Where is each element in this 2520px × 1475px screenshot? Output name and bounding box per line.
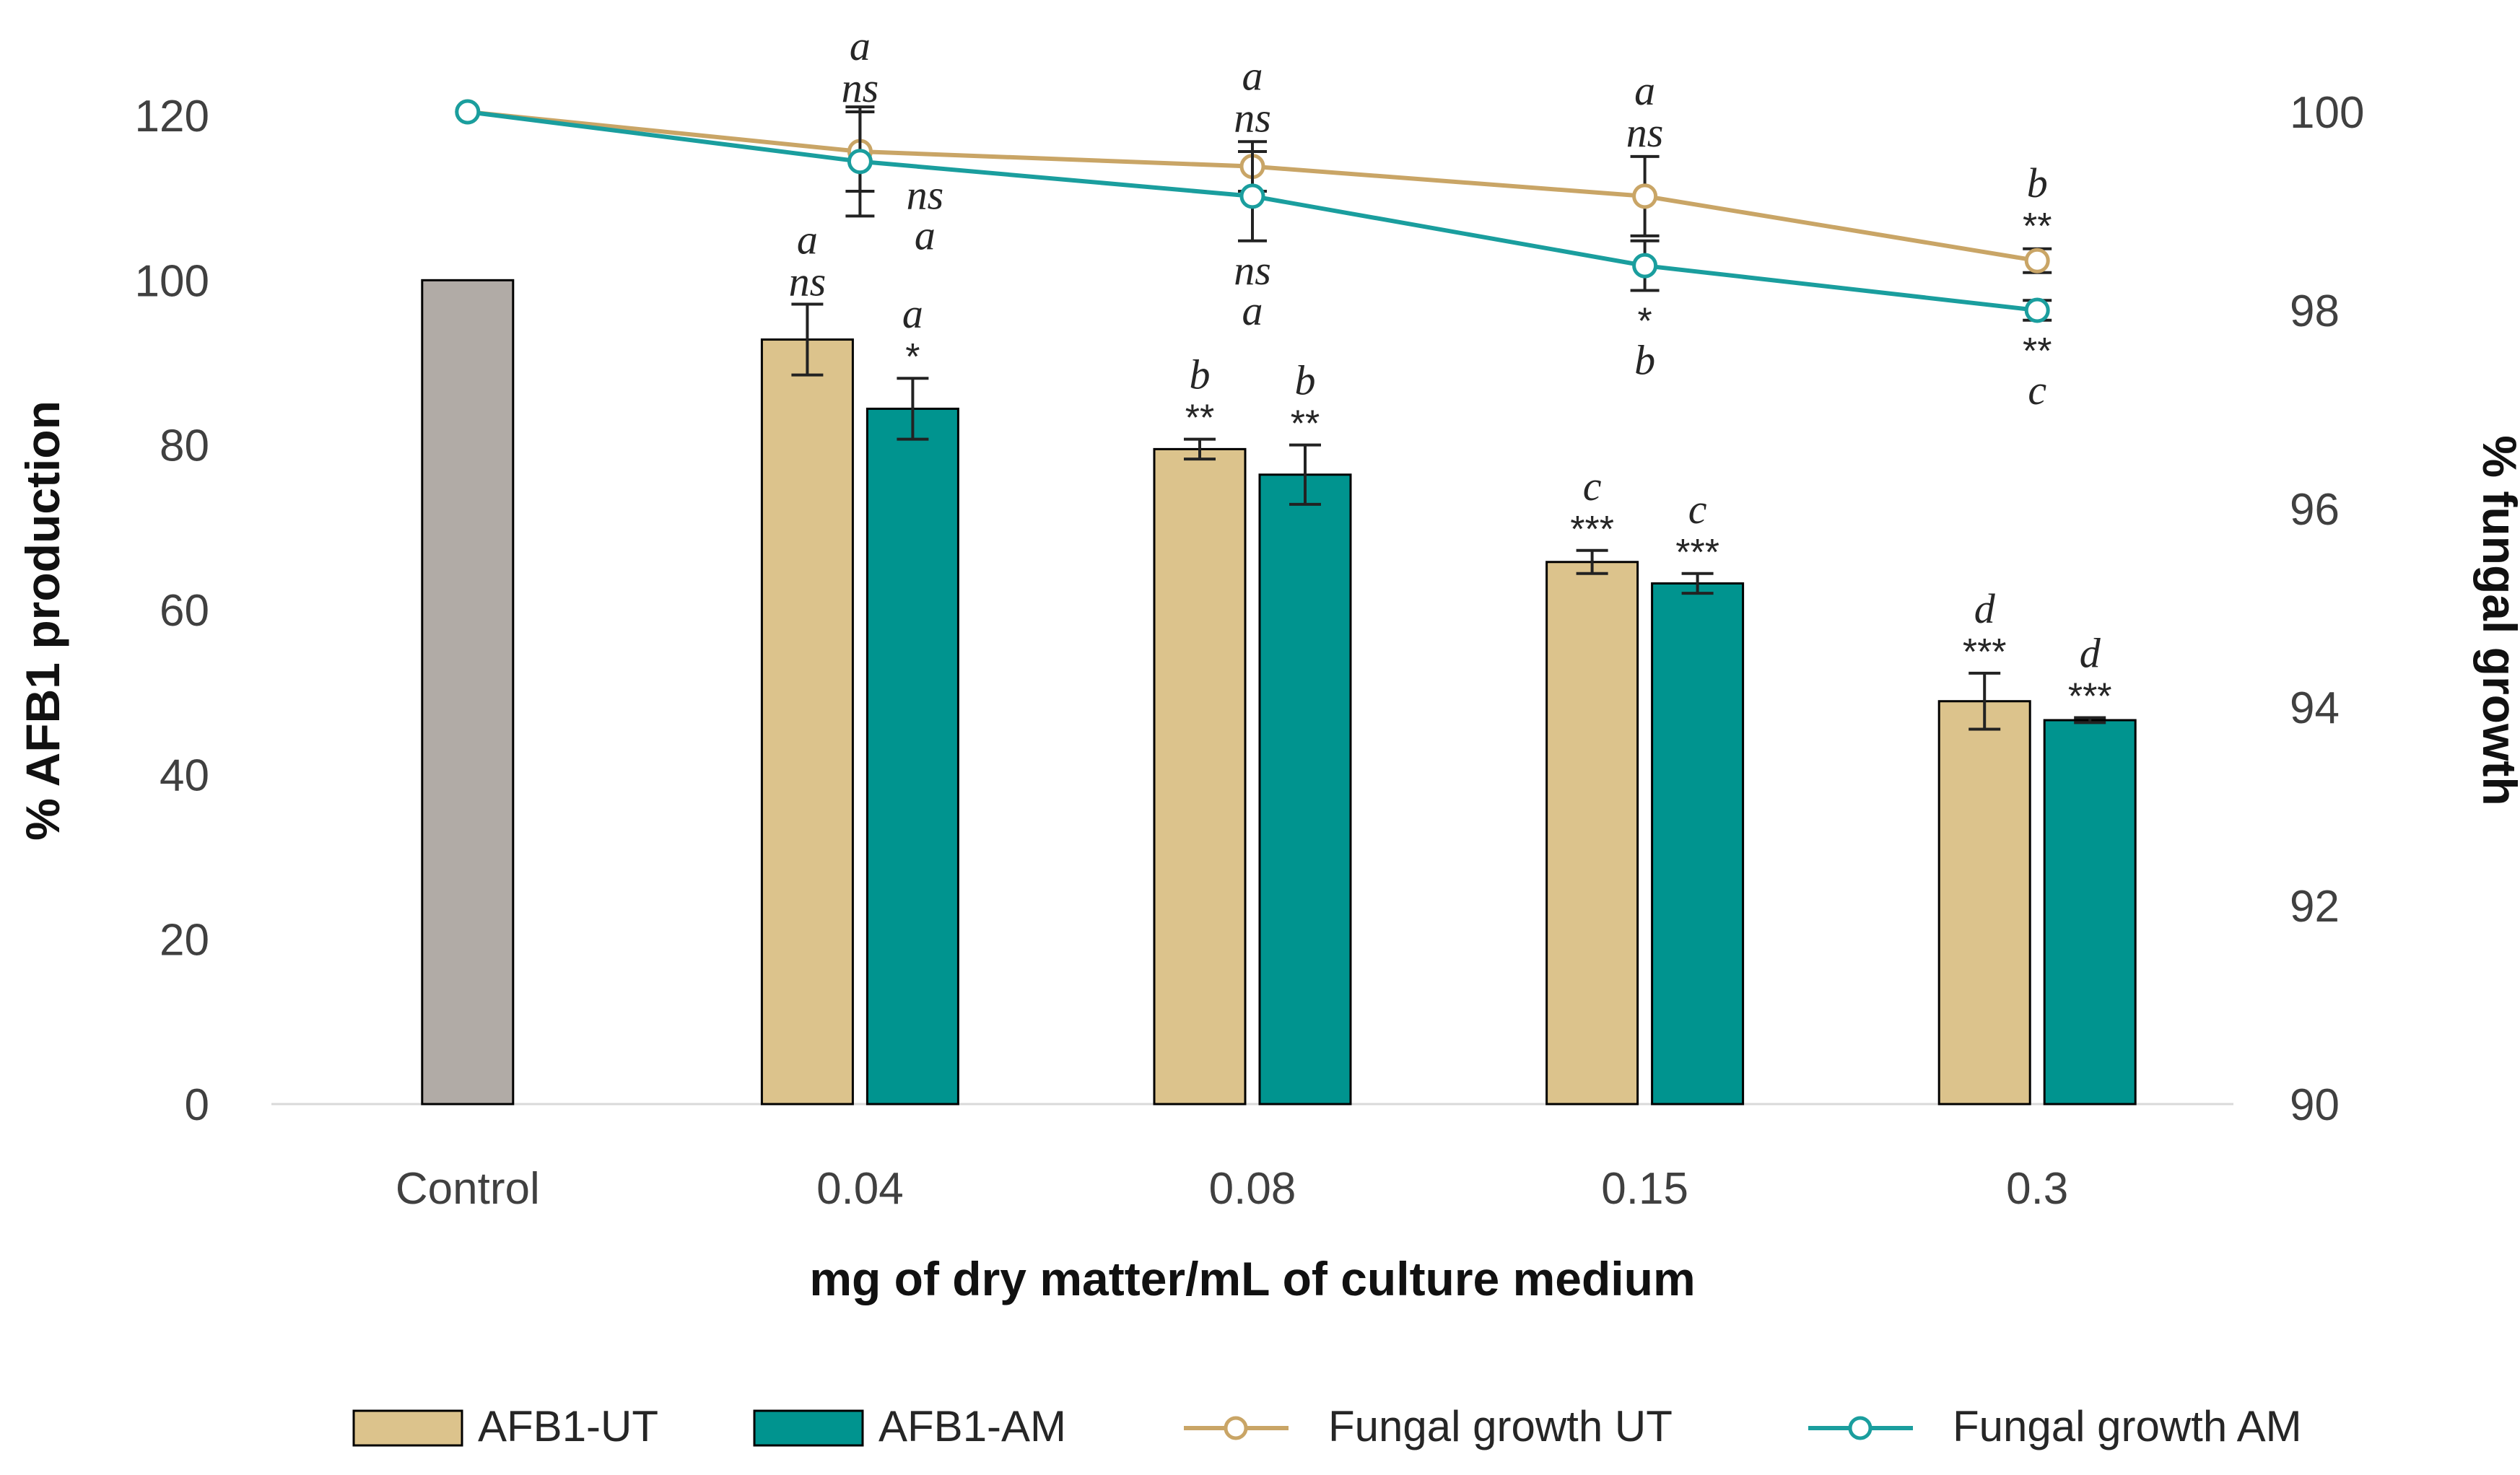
letter-label: d bbox=[1974, 585, 1996, 632]
line-letter-label: b bbox=[2027, 159, 2048, 206]
y-tick-label: 60 bbox=[160, 586, 209, 636]
bar-afb1-am bbox=[866, 407, 959, 1106]
bar-afb1-am bbox=[1651, 582, 1745, 1106]
significance-label: ns bbox=[789, 258, 827, 305]
x-axis-title: mg of dry matter/mL of culture medium bbox=[809, 1252, 1695, 1305]
line-letter-label: a bbox=[850, 22, 871, 69]
legend-marker bbox=[1848, 1416, 1872, 1440]
y-tick-label: 120 bbox=[135, 92, 209, 141]
line-point bbox=[1632, 253, 1658, 279]
legend-label: AFB1-AM bbox=[878, 1402, 1066, 1450]
line-significance-label: ns bbox=[1626, 109, 1664, 156]
y2-tick-label: 92 bbox=[2290, 882, 2340, 932]
significance-label: ** bbox=[1185, 398, 1214, 439]
bar-control bbox=[421, 279, 515, 1106]
y2-tick-label: 90 bbox=[2290, 1080, 2340, 1130]
legend-swatch bbox=[753, 1409, 864, 1447]
line-letter-label: a bbox=[1634, 67, 1655, 114]
x-tick-label: Control bbox=[396, 1164, 540, 1214]
lines-layer bbox=[455, 99, 2052, 323]
legend-swatch bbox=[352, 1409, 463, 1447]
y-tick-label: 20 bbox=[160, 916, 209, 966]
significance-label: *** bbox=[1963, 631, 2007, 673]
bar-afb1-am bbox=[1258, 473, 1352, 1106]
bar-afb1-ut bbox=[760, 338, 854, 1106]
x-tick-label: 0.08 bbox=[1209, 1164, 1296, 1214]
bar-afb1-ut bbox=[1545, 561, 1639, 1106]
line-point bbox=[2024, 248, 2050, 273]
line-significance-label: * bbox=[1637, 301, 1652, 343]
y-axis-title: % AFB1 production bbox=[16, 401, 69, 841]
y-tick-label: 40 bbox=[160, 750, 209, 800]
letter-label: c bbox=[1688, 486, 1707, 533]
legend-label: Fungal growth AM bbox=[1953, 1402, 2302, 1450]
x-tick-label: 0.15 bbox=[1601, 1164, 1688, 1214]
legend: AFB1-UT AFB1-AM Fungal growth UT Fungal gro… bbox=[352, 1402, 2302, 1450]
line-point bbox=[2024, 297, 2050, 323]
axes-layer: 0 20 40 60 80 100 120 90 92 94 96 98 100 Control 0.04 0… bbox=[16, 88, 2520, 1305]
letter-label: a bbox=[902, 290, 923, 337]
y-tick-label: 100 bbox=[135, 256, 209, 306]
line-significance-label: ns bbox=[842, 64, 879, 111]
line-point bbox=[1632, 183, 1658, 209]
legend-label: AFB1-UT bbox=[478, 1402, 658, 1450]
y2-tick-label: 100 bbox=[2290, 88, 2364, 138]
legend-label: Fungal growth UT bbox=[1328, 1402, 1673, 1450]
line-significance-label: ns bbox=[907, 171, 944, 218]
line-significance-label: ns bbox=[1234, 247, 1271, 294]
bars-layer bbox=[421, 279, 2137, 1106]
significance-label: *** bbox=[1675, 532, 1719, 574]
line-letter-label: a bbox=[915, 211, 936, 258]
significance-label: *** bbox=[2068, 676, 2112, 718]
bar-afb1-ut bbox=[1937, 700, 2031, 1106]
letter-label: b bbox=[1190, 351, 1211, 398]
letter-label: d bbox=[2080, 630, 2101, 677]
y2-tick-label: 98 bbox=[2290, 286, 2340, 336]
annotations-layer: nsa**b***c***d*a**b***c***dnsansansa**bn… bbox=[789, 22, 2112, 718]
line-significance-label: ** bbox=[2023, 331, 2052, 372]
bar-afb1-am bbox=[2043, 719, 2137, 1106]
x-tick-label: 0.04 bbox=[816, 1164, 904, 1214]
line-point bbox=[455, 99, 481, 125]
line-letter-label: b bbox=[1634, 337, 1655, 384]
line-letter-label: a bbox=[1242, 287, 1263, 334]
y-tick-label: 0 bbox=[185, 1080, 209, 1130]
y2-axis-title: % fungal growth bbox=[2473, 435, 2520, 805]
line-significance-label: ** bbox=[2023, 206, 2052, 248]
letter-label: c bbox=[1583, 463, 1602, 509]
letter-label: b bbox=[1295, 357, 1316, 404]
line-letter-label: a bbox=[1242, 52, 1263, 99]
legend-marker bbox=[1224, 1416, 1248, 1440]
y2-tick-label: 94 bbox=[2290, 683, 2340, 733]
line-point bbox=[847, 149, 873, 175]
significance-label: ** bbox=[1291, 403, 1320, 445]
significance-label: * bbox=[905, 336, 920, 378]
y2-tick-label: 96 bbox=[2290, 485, 2340, 535]
bar-afb1-ut bbox=[1153, 447, 1247, 1106]
letter-label: a bbox=[797, 216, 818, 263]
line-letter-label: c bbox=[2028, 367, 2046, 413]
line-point bbox=[1239, 183, 1265, 209]
y-tick-label: 80 bbox=[160, 421, 209, 471]
significance-label: *** bbox=[1570, 509, 1614, 551]
x-tick-label: 0.3 bbox=[2006, 1164, 2068, 1214]
line-significance-label: ns bbox=[1234, 94, 1271, 141]
